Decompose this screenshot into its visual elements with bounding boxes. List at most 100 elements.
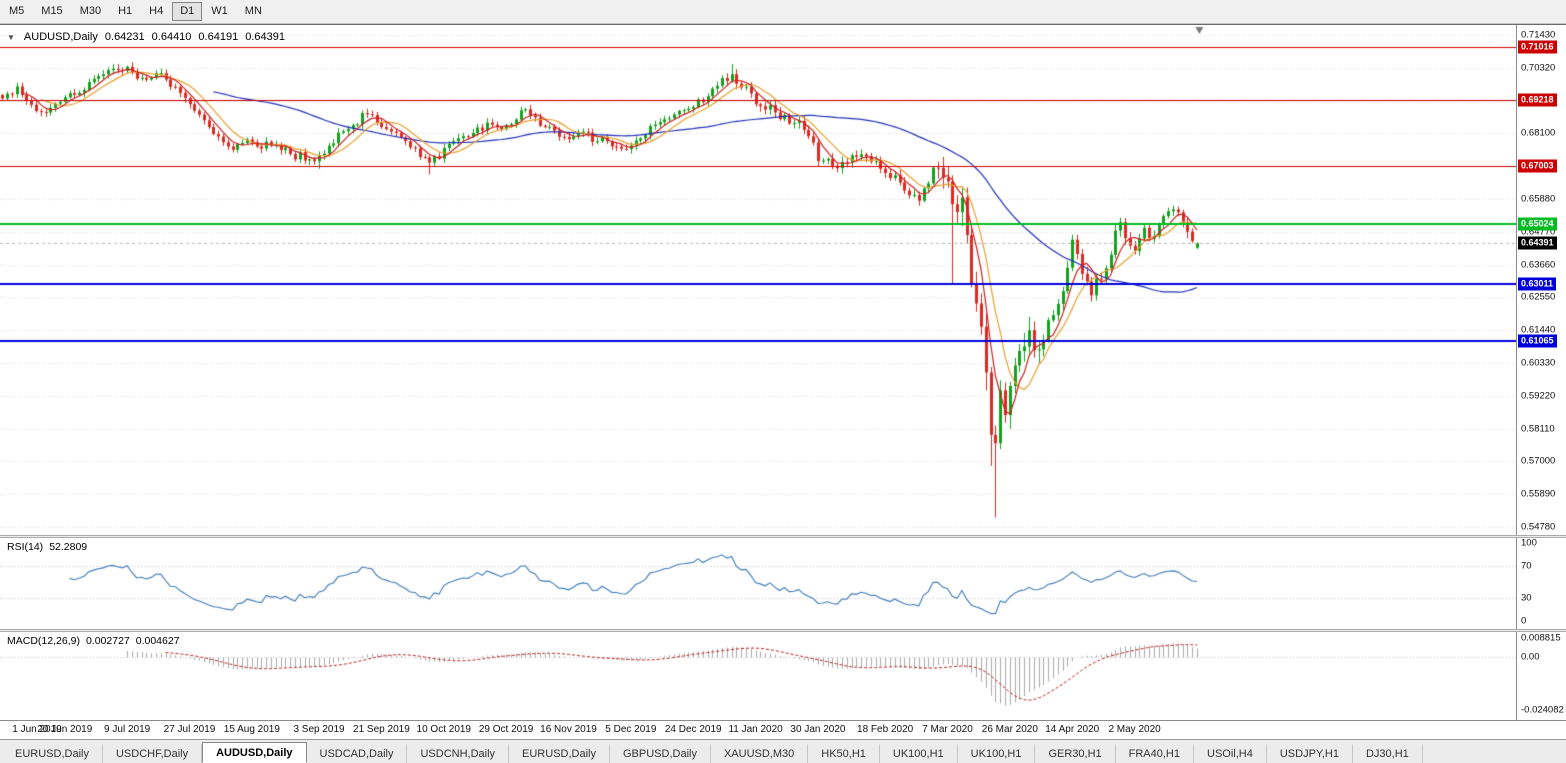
chart-tab-xauusd-m30[interactable]: XAUUSD,M30 xyxy=(711,744,809,763)
rsi-panel: RSI(14) 52.2809 100 70 30 0 xyxy=(0,538,1566,629)
timeframe-button-m5[interactable]: M5 xyxy=(9,5,25,17)
price-tick-label: 0.55890 xyxy=(1521,488,1556,500)
timeframe-button-m15[interactable]: M15 xyxy=(41,5,63,17)
rsi-value: 52.2809 xyxy=(49,541,88,553)
chart-tab-audusd-daily[interactable]: AUDUSD,Daily xyxy=(202,742,307,763)
chart-tab-hk50-h1[interactable]: HK50,H1 xyxy=(808,744,880,763)
rsi-axis-label: 30 xyxy=(1521,592,1532,604)
date-label: 1 Jun 2019 xyxy=(12,724,62,735)
price-tick-label: 0.64770 xyxy=(1521,226,1556,238)
timeframe-button-h1[interactable]: H1 xyxy=(118,5,133,17)
ohlc-low-value: 0.64191 xyxy=(198,31,239,43)
price-tick-label: 0.70320 xyxy=(1521,62,1556,74)
date-label: 2 May 2020 xyxy=(1108,724,1161,735)
chart-tab-usoil-h4[interactable]: USOil,H4 xyxy=(1194,744,1267,763)
price-tick-label: 0.54780 xyxy=(1521,521,1556,533)
chart-tab-usdcad-daily[interactable]: USDCAD,Daily xyxy=(307,744,408,763)
chart-symbol-label: AUDUSD,Daily xyxy=(23,31,98,43)
rsi-chart-canvas[interactable] xyxy=(0,538,1516,629)
price-tick-label: 0.63660 xyxy=(1521,259,1556,271)
chart-area: ▼ AUDUSD,Daily 0.64231 0.64410 0.64191 0… xyxy=(0,24,1566,740)
chart-header: ▼ AUDUSD,Daily 0.64231 0.64410 0.64191 0… xyxy=(7,31,285,43)
date-label: 21 Sep 2019 xyxy=(353,724,410,735)
chart-tab-eurusd-daily[interactable]: EURUSD,Daily xyxy=(509,744,610,763)
panel-splitter[interactable] xyxy=(0,535,1566,538)
price-tick-label: 0.61440 xyxy=(1521,324,1556,336)
chart-tab-fra40-h1[interactable]: FRA40,H1 xyxy=(1116,744,1194,763)
macd-signal-value: 0.004627 xyxy=(135,635,180,647)
price-tick-label: 0.71430 xyxy=(1521,29,1556,41)
date-label: 27 Jul 2019 xyxy=(163,724,216,735)
timeframe-button-m30[interactable]: M30 xyxy=(79,5,102,17)
timeframe-button-h4[interactable]: H4 xyxy=(149,5,164,17)
time-axis[interactable]: 1 Jun 2019 20 Jun 2019 9 Jul 2019 27 Jul 20… xyxy=(0,720,1566,740)
macd-axis-label: -0.024082 xyxy=(1521,704,1564,716)
macd-chart-canvas[interactable] xyxy=(0,632,1516,720)
macd-axis[interactable]: 0.008815 0.00 -0.024082 xyxy=(1516,632,1566,720)
candlestick-chart-canvas[interactable] xyxy=(0,25,1516,535)
rsi-indicator-label: RSI(14) xyxy=(7,541,44,553)
date-label: 16 Nov 2019 xyxy=(540,724,597,735)
price-tick-label: 0.60330 xyxy=(1521,357,1556,369)
timeframe-button-w1[interactable]: W1 xyxy=(211,5,228,17)
price-tick-label: 0.65880 xyxy=(1521,193,1556,205)
chart-tab-usdcnh-daily[interactable]: USDCNH,Daily xyxy=(407,744,510,763)
one-click-trading-arrow-icon[interactable]: ▼ xyxy=(7,33,15,42)
main-chart-panel: ▼ AUDUSD,Daily 0.64231 0.64410 0.64191 0… xyxy=(0,25,1566,535)
date-label: 18 Feb 2020 xyxy=(857,724,914,735)
chart-tab-ger30-h1[interactable]: GER30,H1 xyxy=(1035,744,1116,763)
timeframe-button-mn[interactable]: MN xyxy=(244,5,262,17)
rsi-axis-label: 100 xyxy=(1521,538,1537,549)
macd-axis-label: 0.008815 xyxy=(1521,632,1561,644)
rsi-header: RSI(14) 52.2809 xyxy=(7,541,87,553)
date-label: 5 Dec 2019 xyxy=(605,724,657,735)
price-level-tag: 0.65024 xyxy=(1518,217,1557,231)
price-tick-label: 0.58110 xyxy=(1521,423,1555,435)
price-level-tag: 0.71016 xyxy=(1518,40,1557,54)
macd-panel: MACD(12,26,9) 0.002727 0.004627 0.008815… xyxy=(0,632,1566,720)
price-level-tag: 0.63011 xyxy=(1518,277,1557,291)
rsi-axis-label: 70 xyxy=(1521,560,1532,572)
chart-tab-usdchf-daily[interactable]: USDCHF,Daily xyxy=(103,744,203,763)
ohlc-close-value: 0.64391 xyxy=(245,31,285,43)
chart-tab-uk100-h1[interactable]: UK100,H1 xyxy=(880,744,958,763)
date-label: 7 Mar 2020 xyxy=(922,724,973,735)
macd-axis-label: 0.00 xyxy=(1521,651,1540,663)
macd-main-value: 0.002727 xyxy=(85,635,130,647)
price-tick-label: 0.57000 xyxy=(1521,455,1556,467)
ohlc-high-value: 0.64410 xyxy=(151,31,192,43)
current-price-tag: 0.64391 xyxy=(1518,236,1557,250)
price-tick-label: 0.59220 xyxy=(1521,390,1556,402)
chart-tab-gbpusd-daily[interactable]: GBPUSD,Daily xyxy=(610,744,711,763)
date-label: 20 Jun 2019 xyxy=(37,724,93,735)
date-label: 15 Aug 2019 xyxy=(223,724,280,735)
date-label: 29 Oct 2019 xyxy=(478,724,534,735)
timeframe-toolbar: M5 M15 M30 H1 H4 D1 W1 MN xyxy=(0,0,1566,24)
macd-indicator-label: MACD(12,26,9) xyxy=(7,635,80,647)
chart-tab-usdjpy-h1[interactable]: USDJPY,H1 xyxy=(1267,744,1353,763)
date-label: 26 Mar 2020 xyxy=(981,724,1038,735)
date-label: 24 Dec 2019 xyxy=(664,724,722,735)
date-label: 11 Jan 2020 xyxy=(728,724,783,735)
rsi-axis-label: 0 xyxy=(1521,615,1527,627)
panel-splitter[interactable] xyxy=(0,629,1566,632)
chart-tab-eurusd-daily[interactable]: EURUSD,Daily xyxy=(2,744,103,763)
price-level-tag: 0.69218 xyxy=(1518,93,1557,107)
price-tick-label: 0.62550 xyxy=(1521,291,1556,303)
chart-tab-dj30-h1[interactable]: DJ30,H1 xyxy=(1353,744,1423,763)
rsi-axis[interactable]: 100 70 30 0 xyxy=(1516,538,1566,629)
date-label: 30 Jan 2020 xyxy=(790,724,846,735)
date-label: 9 Jul 2019 xyxy=(104,724,151,735)
date-label: 10 Oct 2019 xyxy=(416,724,471,735)
price-axis[interactable]: 0.54780 0.55890 0.57000 0.58110 0.59220 0.603… xyxy=(1516,25,1566,535)
chart-tabs-bar: EURUSD,Daily USDCHF,Daily AUDUSD,Daily USDC… xyxy=(0,739,1566,763)
date-label: 3 Sep 2019 xyxy=(293,724,345,735)
price-level-tag: 0.61065 xyxy=(1518,334,1557,348)
timeframe-button-d1[interactable]: D1 xyxy=(172,2,203,21)
ohlc-open-value: 0.64231 xyxy=(104,31,145,43)
price-level-tag: 0.67003 xyxy=(1518,159,1557,173)
price-tick-label: 0.68100 xyxy=(1521,127,1556,139)
chart-tab-uk100-h1[interactable]: UK100,H1 xyxy=(958,744,1036,763)
macd-header: MACD(12,26,9) 0.002727 0.004627 xyxy=(7,635,180,647)
